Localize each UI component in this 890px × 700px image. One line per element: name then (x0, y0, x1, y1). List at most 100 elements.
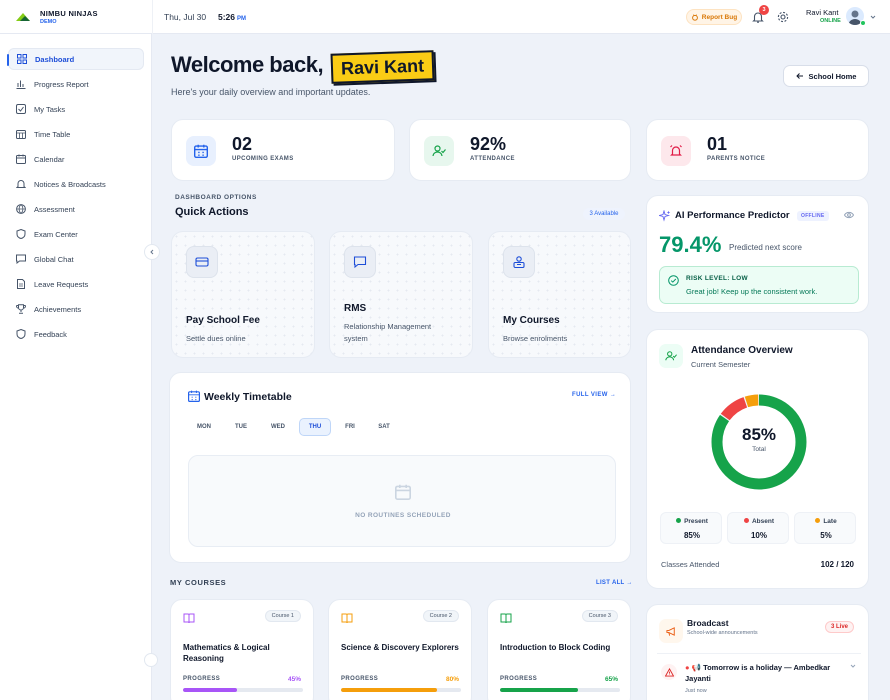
sidebar-item-label: Progress Report (34, 79, 89, 89)
document-icon (17, 279, 25, 289)
tile-label: Present (661, 518, 723, 525)
calendar-icon (395, 484, 411, 500)
settings-gear-icon[interactable] (776, 10, 790, 24)
sidebar-item-global-chat[interactable]: Global Chat (8, 248, 144, 270)
eye-icon[interactable] (844, 211, 854, 219)
progress-bar (341, 688, 461, 692)
broadcast-message: Tomorrow is a holiday — Ambedkar Jayanti (685, 663, 831, 683)
qa-icon-box (503, 246, 535, 278)
report-bug-button[interactable]: Report Bug (686, 9, 742, 25)
sidebar-item-leave-requests[interactable]: Leave Requests (8, 273, 144, 295)
calendar-icon (16, 154, 26, 164)
user-check-icon (665, 351, 677, 361)
course-card-1[interactable]: Course 1 Mathematics & Logical Reasoning… (170, 599, 314, 700)
qa-title: Pay School Fee (186, 315, 260, 326)
weekly-timetable-card: Weekly Timetable FULL VIEW → MON TUE WED… (169, 372, 631, 563)
day-tab-fri[interactable]: FRI (345, 424, 355, 430)
bc-icon-box (659, 619, 683, 643)
progress-value: 65% (604, 676, 618, 683)
legend-late: Late (823, 518, 837, 525)
logo-icon (16, 13, 30, 21)
progress-label: PROGRESS (183, 676, 221, 682)
book-icon (341, 613, 353, 624)
tile-value: 85% (683, 531, 700, 540)
quick-action-pay-school-fee[interactable]: Pay School Fee Settle dues online (171, 231, 315, 358)
course-card-2[interactable]: Course 2 Science & Discovery Explorers P… (328, 599, 472, 700)
qa-subtitle: Browse enrolments (503, 334, 568, 343)
offline-badge: OFFLINE (797, 211, 829, 221)
trophy-icon (16, 304, 26, 314)
sidebar-item-calendar[interactable]: Calendar (8, 148, 144, 170)
broadcast-card: Broadcast School-wide announcements 3 Li… (646, 604, 869, 700)
sidebar-scroll-handle[interactable] (144, 653, 158, 667)
bar-chart-icon (16, 80, 26, 89)
bell-icon (16, 180, 26, 188)
sidebar-collapse-button[interactable] (144, 244, 160, 260)
list-all-link[interactable]: LIST ALL → (596, 580, 633, 586)
legend-present: Present (684, 518, 708, 525)
sidebar-item-notices[interactable]: Notices & Broadcasts (8, 173, 144, 195)
predicted-score: 79.4% (659, 232, 722, 257)
top-header: NIMBU NINJAS DEMO Thu, Jul 30 5:26 PM Rep… (0, 0, 890, 34)
sidebar-item-label: Dashboard (35, 54, 75, 64)
sidebar-item-label: Calendar (34, 154, 65, 164)
risk-level-box: RISK LEVEL: LOW Great job! Keep up the c… (659, 266, 859, 304)
shield-icon (16, 229, 26, 239)
day-tab-sat[interactable]: SAT (378, 424, 390, 430)
arrow-left-icon (795, 73, 803, 79)
tile-value: 10% (750, 531, 767, 540)
stat-icon-box (186, 136, 216, 166)
chat-icon (353, 256, 367, 269)
attendance-overview-card: Attendance Overview Current Semester 85%… (646, 329, 869, 589)
school-home-button[interactable]: School Home (783, 65, 869, 87)
quick-action-rms[interactable]: RMS Relationship Management system (329, 231, 473, 358)
sidebar-item-assessment[interactable]: Assessment (8, 198, 144, 220)
sidebar-item-progress-report[interactable]: Progress Report (8, 73, 144, 95)
course-chip: Course 3 (581, 610, 618, 622)
timetable-title: Weekly Timetable (204, 391, 292, 403)
alarm-bell-icon (670, 145, 682, 156)
course-chip: Course 1 (264, 610, 301, 622)
day-tab-wed[interactable]: WED (271, 424, 285, 430)
day-tab-tue[interactable]: TUE (235, 424, 247, 430)
sidebar-item-label: Exam Center (34, 229, 78, 239)
quick-action-my-courses[interactable]: My Courses Browse enrolments (488, 231, 631, 358)
stat-value: 01 (707, 134, 728, 154)
checkbox-icon (16, 104, 26, 114)
sidebar-item-feedback[interactable]: Feedback (8, 323, 144, 345)
report-bug-label: Report Bug (701, 13, 738, 21)
header-divider (152, 0, 153, 34)
broadcast-item[interactable]: ● 📢 Tomorrow is a holiday — Ambedkar Jay… (657, 653, 861, 700)
brand-subtitle: DEMO (40, 19, 57, 25)
sidebar-item-achievements[interactable]: Achievements (8, 298, 144, 320)
school-home-label: School Home (808, 71, 857, 81)
avatar[interactable] (846, 7, 864, 25)
page-subtitle: Here's your daily overview and important… (171, 87, 371, 97)
broadcast-subtitle: School-wide announcements (687, 630, 758, 636)
sidebar-item-exam-center[interactable]: Exam Center (8, 223, 144, 245)
sidebar-item-label: Assessment (34, 204, 75, 214)
qa-title: My Courses (503, 315, 560, 326)
qa-subtitle: Settle dues online (186, 334, 246, 343)
full-view-link[interactable]: FULL VIEW → (572, 392, 616, 398)
chevron-down-icon[interactable] (849, 662, 857, 670)
course-title: Mathematics & Logical Reasoning (183, 643, 270, 663)
online-status-dot (860, 20, 866, 26)
risk-level-title: RISK LEVEL: LOW (686, 275, 748, 282)
chevron-down-icon[interactable] (869, 13, 877, 21)
sidebar-item-dashboard[interactable]: Dashboard (7, 48, 144, 70)
brand-name: NIMBU NINJAS (40, 9, 98, 18)
user-name[interactable]: Ravi Kant (806, 8, 839, 17)
sidebar-item-my-tasks[interactable]: My Tasks (8, 98, 144, 120)
course-card-3[interactable]: Course 3 Introduction to Block Coding PR… (487, 599, 631, 700)
sidebar-item-time-table[interactable]: Time Table (8, 123, 144, 145)
stat-card-upcoming-exams[interactable]: 02 UPCOMING EXAMS (171, 119, 395, 181)
day-tab-thu[interactable]: THU (299, 418, 331, 436)
sidebar-item-label: Time Table (34, 129, 71, 139)
stat-card-attendance[interactable]: 92% ATTENDANCE (409, 119, 631, 181)
stat-icon-box (424, 136, 454, 166)
stat-card-parents-notice[interactable]: 01 PARENTS NOTICE (646, 119, 869, 181)
day-tab-mon[interactable]: MON (197, 424, 211, 430)
tile-value: 5% (820, 531, 832, 540)
risk-level-text: Great job! Keep up the consistent work. (686, 287, 818, 296)
